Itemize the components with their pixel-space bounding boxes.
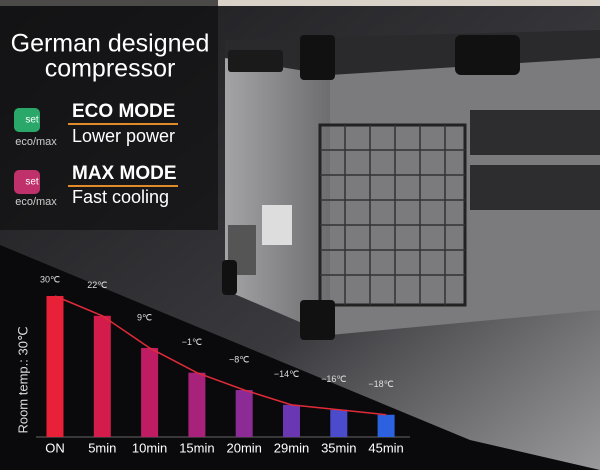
bar <box>330 409 348 437</box>
mode-title: ECO MODE <box>72 101 175 122</box>
value-label: 30℃ <box>40 274 60 284</box>
mode-max: set eco/max MAX MODE Fast cooling <box>14 163 178 208</box>
value-label: −18℃ <box>368 379 393 389</box>
bar <box>235 390 253 437</box>
x-tick-label: 35min <box>321 440 356 455</box>
x-tick-label: 45min <box>368 440 403 455</box>
headline: German designed <box>11 30 210 58</box>
bar <box>93 315 111 437</box>
icon-caption: eco/max <box>15 196 57 208</box>
value-label: −1℃ <box>182 337 202 347</box>
y-axis-label: Room temp.: 30℃ <box>15 326 30 433</box>
x-tick-label: 5min <box>88 440 116 455</box>
mode-title: MAX MODE <box>72 163 177 184</box>
bar <box>377 414 395 437</box>
value-label: 9℃ <box>137 312 152 322</box>
value-label: 22℃ <box>87 280 107 290</box>
bar <box>188 372 206 437</box>
x-tick-label: 20min <box>226 440 261 455</box>
trend-line <box>54 295 387 416</box>
value-label: −8℃ <box>229 354 249 364</box>
icon-text: set <box>25 115 39 126</box>
text-panel <box>0 0 218 230</box>
x-tick-label: 10min <box>132 440 167 455</box>
fridge-illustration <box>222 30 600 340</box>
mode-subtitle: Fast cooling <box>72 187 169 207</box>
bar <box>141 347 159 437</box>
top-strip <box>0 0 600 6</box>
mode-icon <box>14 108 40 132</box>
mode-subtitle: Lower power <box>72 126 175 146</box>
bar <box>283 404 300 437</box>
x-tick-label: 15min <box>179 440 214 455</box>
icon-caption: eco/max <box>15 136 57 148</box>
value-label: −16℃ <box>321 374 346 384</box>
bar <box>46 296 64 437</box>
x-tick-label: 29min <box>274 440 309 455</box>
x-tick-label: ON <box>45 440 65 455</box>
mode-icon <box>14 170 40 194</box>
mode-eco: set eco/max ECO MODE Lower power <box>14 101 178 148</box>
headline: compressor <box>45 55 176 83</box>
value-label: −14℃ <box>274 369 299 379</box>
icon-text: set <box>25 177 39 188</box>
